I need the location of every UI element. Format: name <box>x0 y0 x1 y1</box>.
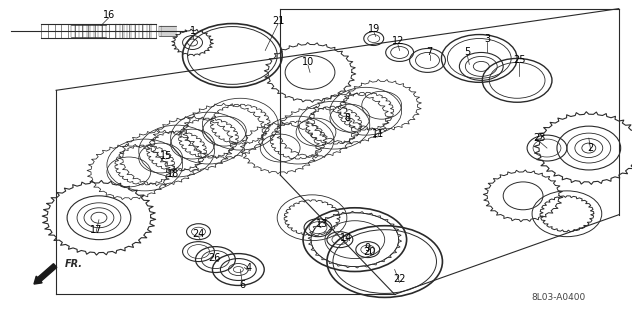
Text: 24: 24 <box>192 229 204 239</box>
Text: 20: 20 <box>363 247 376 257</box>
Text: 17: 17 <box>90 225 102 235</box>
Text: 2: 2 <box>587 143 594 153</box>
Text: 22: 22 <box>393 275 406 284</box>
Text: 1: 1 <box>189 26 196 36</box>
Text: 12: 12 <box>391 36 404 45</box>
Text: 23: 23 <box>533 133 545 143</box>
Text: 10: 10 <box>302 57 314 68</box>
Text: 15: 15 <box>160 151 172 161</box>
Text: 16: 16 <box>103 10 115 20</box>
Text: 25: 25 <box>513 55 525 65</box>
Text: 11: 11 <box>372 129 384 139</box>
Text: FR.: FR. <box>65 259 83 268</box>
Text: 5: 5 <box>464 47 470 58</box>
Text: 4: 4 <box>245 262 251 273</box>
Text: 18: 18 <box>166 169 179 179</box>
Text: 14: 14 <box>340 233 352 243</box>
Text: 9: 9 <box>365 243 371 252</box>
Text: 19: 19 <box>368 24 380 34</box>
Text: 13: 13 <box>316 219 328 229</box>
FancyArrow shape <box>34 264 57 284</box>
Text: 8: 8 <box>345 113 351 123</box>
Text: 26: 26 <box>208 252 221 263</box>
Text: 8L03-A0400: 8L03-A0400 <box>532 293 586 302</box>
Text: 21: 21 <box>272 16 284 26</box>
Text: 7: 7 <box>427 47 432 58</box>
Text: 3: 3 <box>484 34 491 44</box>
Text: 6: 6 <box>239 280 246 291</box>
